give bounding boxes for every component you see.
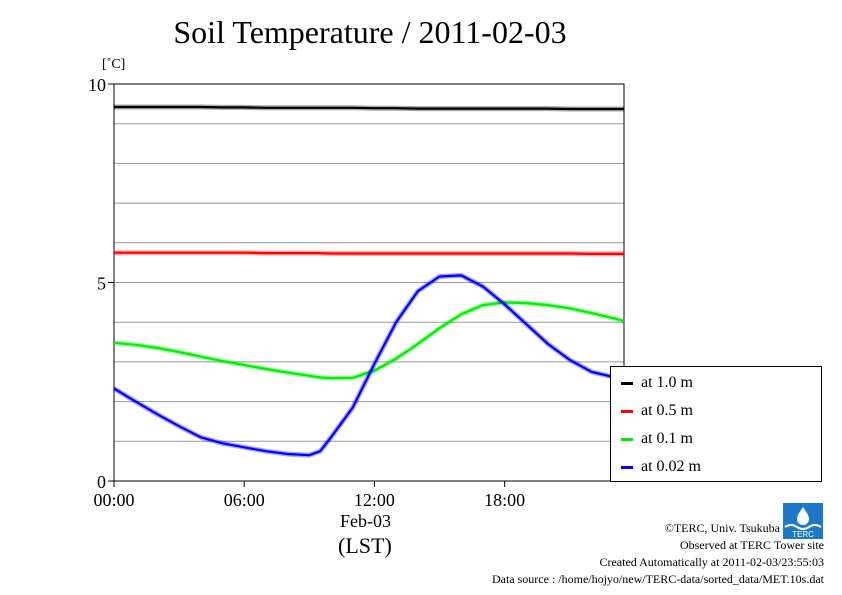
y-tick-label: 10 [88, 75, 106, 95]
series-line [114, 105, 624, 111]
x-axis-date: Feb-03 [340, 511, 391, 531]
x-tick-label: 18:00 [484, 490, 525, 510]
x-tick-label: 00:00 [93, 490, 134, 510]
series-line [113, 274, 624, 457]
legend-label: at 0.5 m [641, 402, 693, 419]
series-line [113, 301, 625, 380]
logo-text: TERC [792, 530, 814, 539]
legend-swatch [621, 437, 633, 441]
legend-label: at 1.0 m [641, 374, 693, 391]
y-tick-label: 0 [97, 472, 106, 492]
x-tick-label: 06:00 [224, 490, 265, 510]
series-band [112, 272, 624, 458]
legend-item: at 0.5 m [621, 399, 693, 423]
legend-item: at 0.02 m [621, 455, 701, 479]
observed-text: Observed at TERC Tower site [679, 538, 824, 552]
source-text: Data source : /home/hojyo/new/TERC-data/… [491, 572, 824, 586]
legend-item: at 0.1 m [621, 427, 693, 451]
y-axis-unit: [˚C] [102, 57, 126, 72]
x-axis-label: (LST) [338, 533, 392, 558]
legend-swatch [621, 409, 633, 413]
series-line [114, 251, 624, 255]
legend-label: at 0.02 m [641, 458, 701, 475]
chart-title: Soil Temperature / 2011-02-03 [173, 14, 567, 50]
x-tick-label: 12:00 [354, 490, 395, 510]
copyright-text: ©TERC, Univ. Tsukuba [664, 521, 780, 535]
legend-label: at 0.1 m [641, 430, 693, 447]
legend-swatch [621, 465, 633, 469]
terc-logo: TERC [783, 503, 823, 539]
legend: at 1.0 m at 0.5 m at 0.1 m at 0.02 m [610, 366, 822, 482]
y-tick-label: 5 [97, 274, 106, 294]
footer: ©TERC, Univ. Tsukuba Observed at TERC To… [492, 520, 824, 588]
legend-swatch [621, 381, 633, 385]
created-text: Created Automatically at 2011-02-03/23:5… [599, 555, 824, 569]
legend-item: at 1.0 m [621, 371, 693, 395]
